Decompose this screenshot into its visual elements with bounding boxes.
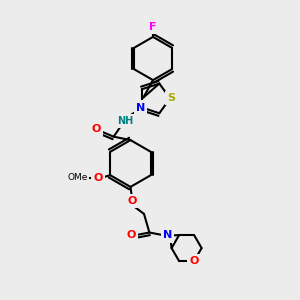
Text: OMe: OMe — [67, 173, 87, 182]
Text: O: O — [127, 196, 137, 206]
Text: N: N — [163, 230, 172, 241]
Text: methoxy: methoxy — [0, 299, 1, 300]
Text: O: O — [92, 124, 101, 134]
Text: S: S — [168, 93, 176, 103]
Text: O: O — [127, 230, 136, 241]
Text: F: F — [149, 22, 157, 32]
Text: N: N — [136, 103, 145, 112]
Text: O: O — [94, 172, 103, 183]
Text: NH: NH — [117, 116, 133, 126]
Text: O: O — [189, 256, 199, 266]
